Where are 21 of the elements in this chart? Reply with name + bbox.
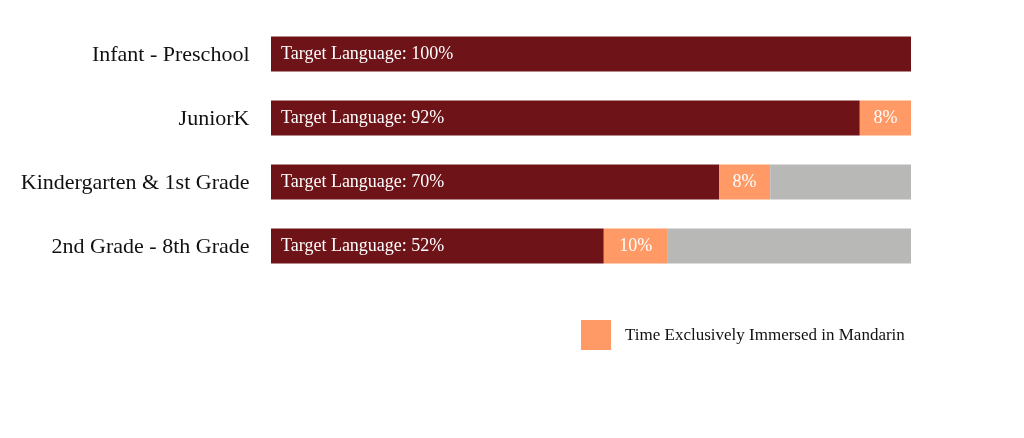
bar [271,100,860,136]
y-tick-label: Kindergarten & 1st Grade [20,169,250,194]
data-label: Target Language: 70% [281,171,445,191]
y-tick-label: JuniorK [178,105,250,130]
data-label: Target Language: 92% [281,107,445,127]
data-label: 10% [619,235,653,255]
bar [271,164,719,200]
data-label: 8% [732,171,757,191]
y-tick-label: 2nd Grade - 8th Grade [51,233,250,258]
bar [271,36,911,72]
bar [859,100,911,136]
bar [770,164,911,200]
bar [667,228,911,264]
data-label: Target Language: 52% [281,235,445,255]
data-label: Target Language: 100% [281,43,454,63]
bar [719,164,771,200]
data-label: 8% [873,107,898,127]
bar [603,228,668,264]
y-tick-label: Infant - Preschool [91,41,250,66]
bar [271,228,604,264]
legend-label: Time Exclusively Immersed in Mandarin [625,325,906,344]
